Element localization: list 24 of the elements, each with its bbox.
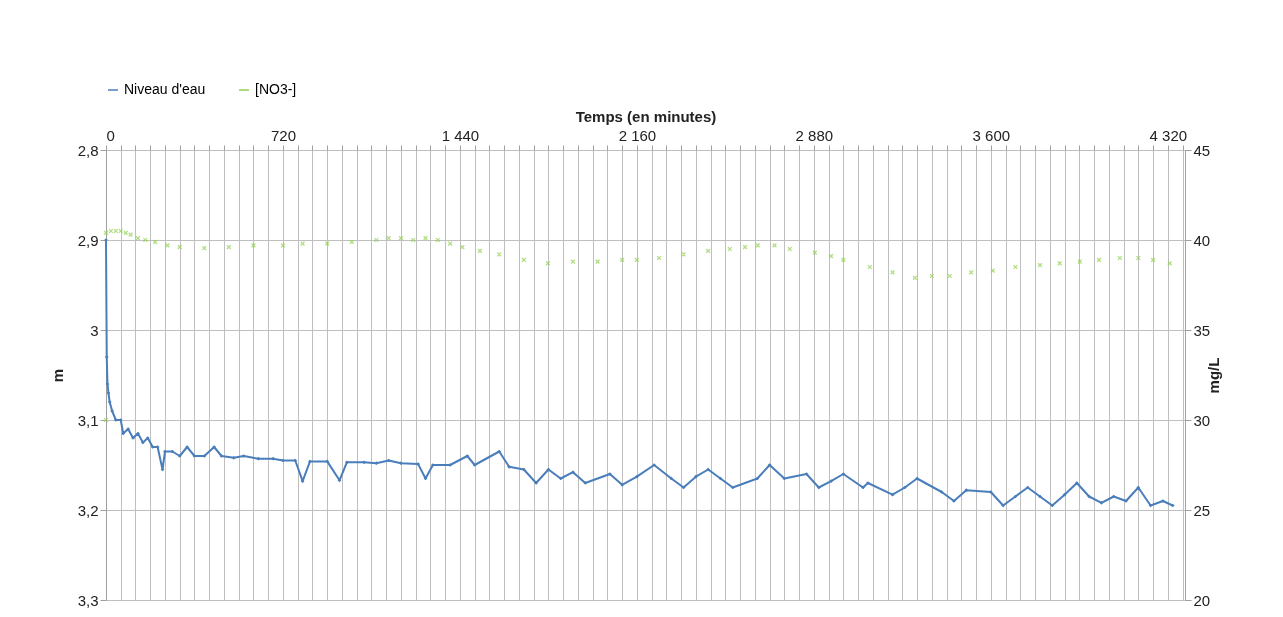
x-tick-label: 4 320 — [1149, 126, 1188, 144]
y-tick-label: 3,2 — [77, 501, 99, 519]
y2-tick-label: 40 — [1193, 231, 1211, 249]
x-axis-title: Temps (en minutes) — [575, 107, 717, 125]
y-tick-label: 3,1 — [77, 411, 99, 429]
y-tick-label: 2,9 — [77, 231, 99, 249]
x-tick-label: 720 — [270, 126, 296, 144]
x-tick-label: 3 600 — [972, 126, 1011, 144]
legend-label: Niveau d'eau — [124, 81, 206, 97]
y2-tick-label: 20 — [1193, 591, 1211, 609]
y-axis-title: m — [48, 368, 66, 383]
y-tick-label: 2,8 — [77, 141, 99, 159]
x-tick-label: 1 440 — [441, 126, 480, 144]
y2-axis-title: mg/L — [1205, 357, 1223, 394]
legend-label: [NO3-] — [255, 81, 297, 97]
y2-tick-label: 45 — [1193, 141, 1211, 159]
x-tick-label: 2 880 — [795, 126, 834, 144]
y-tick-label: 3,3 — [77, 591, 99, 609]
y-tick-label: 3 — [90, 321, 99, 339]
y2-tick-label: 30 — [1193, 411, 1211, 429]
x-tick-label: 0 — [106, 126, 115, 144]
y2-tick-label: 35 — [1193, 321, 1211, 339]
x-tick-label: 2 160 — [618, 126, 657, 144]
y2-tick-label: 25 — [1193, 501, 1211, 519]
